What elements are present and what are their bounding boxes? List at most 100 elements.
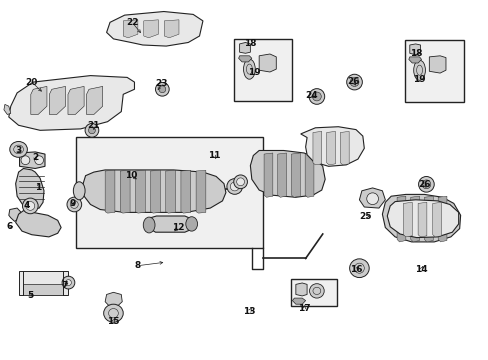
Polygon shape (408, 57, 421, 63)
Polygon shape (83, 170, 225, 212)
Polygon shape (264, 153, 272, 197)
Polygon shape (105, 292, 122, 305)
Text: 23: 23 (155, 79, 167, 88)
Polygon shape (105, 170, 115, 213)
Polygon shape (9, 76, 134, 130)
Polygon shape (120, 170, 130, 213)
Polygon shape (417, 202, 426, 237)
Circle shape (312, 92, 321, 101)
Text: 12: 12 (172, 223, 184, 232)
Ellipse shape (143, 217, 155, 233)
Text: 2: 2 (32, 153, 38, 162)
Circle shape (236, 178, 244, 186)
Text: 17: 17 (297, 304, 310, 313)
Polygon shape (250, 150, 325, 197)
Circle shape (35, 156, 43, 165)
Ellipse shape (243, 59, 255, 79)
Polygon shape (386, 200, 458, 238)
Polygon shape (424, 196, 432, 242)
Polygon shape (291, 153, 300, 197)
Circle shape (21, 156, 30, 165)
Polygon shape (49, 86, 65, 114)
Polygon shape (196, 170, 205, 213)
Polygon shape (164, 20, 179, 38)
Polygon shape (143, 20, 158, 38)
Circle shape (230, 182, 239, 191)
Polygon shape (437, 196, 446, 242)
Ellipse shape (309, 284, 324, 298)
Polygon shape (16, 211, 61, 237)
Text: 24: 24 (305, 91, 318, 100)
Bar (404, 40, 463, 102)
Circle shape (62, 276, 75, 289)
Polygon shape (295, 283, 306, 296)
Ellipse shape (349, 259, 368, 278)
Circle shape (65, 280, 71, 285)
Polygon shape (20, 152, 45, 168)
Ellipse shape (10, 141, 27, 157)
Polygon shape (432, 202, 441, 237)
Polygon shape (300, 127, 364, 166)
Text: 19: 19 (247, 68, 260, 77)
Text: 16: 16 (349, 266, 362, 274)
Circle shape (349, 78, 358, 86)
Circle shape (22, 198, 38, 214)
Polygon shape (340, 131, 348, 165)
Polygon shape (409, 44, 420, 55)
Polygon shape (312, 131, 321, 165)
Circle shape (155, 82, 169, 96)
Ellipse shape (73, 182, 85, 200)
Text: 19: 19 (412, 76, 425, 85)
Bar (233, 39, 292, 101)
Circle shape (85, 123, 99, 137)
Text: 25: 25 (359, 212, 371, 221)
Circle shape (366, 193, 378, 204)
Bar (290, 279, 337, 306)
Ellipse shape (185, 217, 197, 231)
Text: 11: 11 (207, 151, 220, 160)
Circle shape (226, 179, 242, 194)
Circle shape (346, 74, 362, 90)
Polygon shape (123, 20, 138, 38)
Text: 20: 20 (25, 78, 38, 87)
Polygon shape (9, 208, 20, 221)
Bar (23, 284, 62, 295)
Polygon shape (165, 170, 175, 213)
Circle shape (308, 89, 324, 104)
Text: 6: 6 (7, 222, 13, 231)
Text: 26: 26 (417, 180, 430, 189)
Text: 18: 18 (409, 49, 422, 58)
Bar (19, 271, 68, 295)
Circle shape (88, 127, 95, 134)
Text: 5: 5 (27, 291, 33, 300)
Text: 26: 26 (346, 77, 359, 86)
Text: 3: 3 (16, 146, 21, 155)
Text: 13: 13 (243, 307, 255, 316)
Text: 15: 15 (107, 317, 120, 325)
Circle shape (67, 197, 81, 212)
Polygon shape (292, 298, 305, 304)
Polygon shape (145, 216, 193, 232)
Polygon shape (403, 202, 411, 237)
Polygon shape (382, 194, 460, 242)
Circle shape (418, 176, 433, 192)
Polygon shape (326, 131, 335, 165)
Text: 14: 14 (414, 265, 427, 274)
Circle shape (421, 180, 430, 189)
Text: 9: 9 (69, 199, 76, 208)
Circle shape (159, 86, 165, 93)
Polygon shape (396, 196, 405, 242)
Circle shape (233, 175, 247, 189)
Polygon shape (181, 170, 190, 213)
Polygon shape (239, 42, 250, 53)
Polygon shape (428, 56, 445, 73)
Circle shape (26, 202, 35, 210)
Polygon shape (106, 12, 203, 46)
Text: 22: 22 (125, 18, 138, 27)
Bar (76, 137, 262, 248)
Polygon shape (259, 54, 276, 72)
Text: 18: 18 (244, 40, 256, 49)
Text: 8: 8 (135, 261, 141, 270)
Ellipse shape (413, 60, 425, 80)
Polygon shape (410, 196, 419, 242)
